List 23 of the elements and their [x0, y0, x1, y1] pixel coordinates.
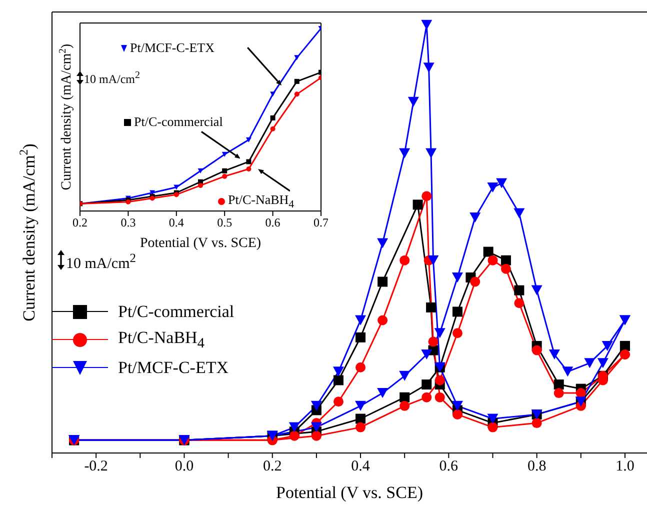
legend-label: Pt/C-NaBH$_{4}$: [228, 192, 294, 211]
legend-label: Pt/MCF-C-ETX: [130, 40, 215, 56]
annotation: 10 mA/cm$^{2}$: [66, 251, 136, 273]
x-tick-label: 0.5: [217, 216, 232, 230]
x-tick-label: 0.2: [72, 216, 88, 230]
x-axis-title: Potential (V vs. SCE): [140, 236, 262, 251]
x-tick-label: 0.0: [174, 458, 194, 475]
x-tick-label: 0.4: [168, 216, 184, 230]
x-tick-label: 0.4: [351, 458, 370, 475]
legend-label: Pt/C-commercial: [118, 302, 234, 322]
x-tick-label: 0.8: [527, 458, 546, 475]
x-axis-title: Potential (V vs. SCE): [276, 483, 424, 502]
x-tick-label: -0.2: [84, 458, 108, 475]
legend-label: Pt/MCF-C-ETX: [118, 358, 229, 378]
annotation: 10 mA/cm$^{2}$: [84, 70, 140, 87]
x-tick-label: 1.0: [616, 458, 634, 475]
x-tick-label: 0.6: [439, 458, 459, 475]
legend-label: Pt/C-NaBH$_{4}$: [118, 328, 204, 352]
x-tick-label: 0.3: [120, 216, 136, 230]
x-tick-label: 0.7: [314, 216, 328, 230]
legend-label: Pt/C-commercial: [134, 114, 223, 130]
x-tick-label: 0.2: [262, 458, 282, 475]
x-tick-label: 0.6: [265, 216, 280, 230]
